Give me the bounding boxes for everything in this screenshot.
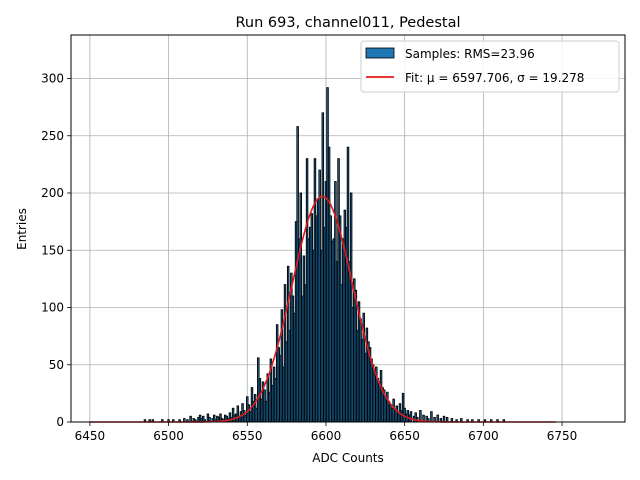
y-tick-label: 300 xyxy=(41,72,64,86)
legend-samples-swatch xyxy=(365,47,395,59)
x-axis-label: ADC Counts xyxy=(312,451,384,465)
legend-fit-label: Fit: μ = 6597.706, σ = 19.278 xyxy=(405,71,584,85)
chart-title: Run 693, channel011, Pedestal xyxy=(235,15,460,31)
y-tick-label: 150 xyxy=(41,243,64,257)
plot-frame xyxy=(70,34,626,423)
histogram-bar xyxy=(189,415,192,423)
y-tick-label: 50 xyxy=(49,358,64,372)
legend-samples-label: Samples: RMS=23.96 xyxy=(405,47,535,61)
legend-box xyxy=(360,40,620,93)
x-tick-label: 6600 xyxy=(311,429,342,443)
y-tick-label: 200 xyxy=(41,186,64,200)
x-tick-label: 6650 xyxy=(389,429,420,443)
y-tick-label: 100 xyxy=(41,301,64,315)
x-tick-label: 6550 xyxy=(232,429,263,443)
y-axis-label: Entries xyxy=(15,208,29,250)
x-tick-label: 6750 xyxy=(547,429,578,443)
histogram-bar xyxy=(430,411,433,423)
ticks-layer: 6450 6500 6550 6600 6650 6700 6750 0 50 100 150 200… xyxy=(41,72,577,443)
y-tick-label: 0 xyxy=(56,415,64,429)
x-tick-label: 6700 xyxy=(468,429,499,443)
legend: Samples: RMS=23.96 Fit: μ = 6597.706, σ … xyxy=(360,40,620,93)
x-tick-label: 6500 xyxy=(153,429,184,443)
y-tick-label: 250 xyxy=(41,129,64,143)
histogram-bar xyxy=(409,411,413,423)
x-tick-label: 6450 xyxy=(75,429,106,443)
histogram-bar xyxy=(436,414,439,423)
